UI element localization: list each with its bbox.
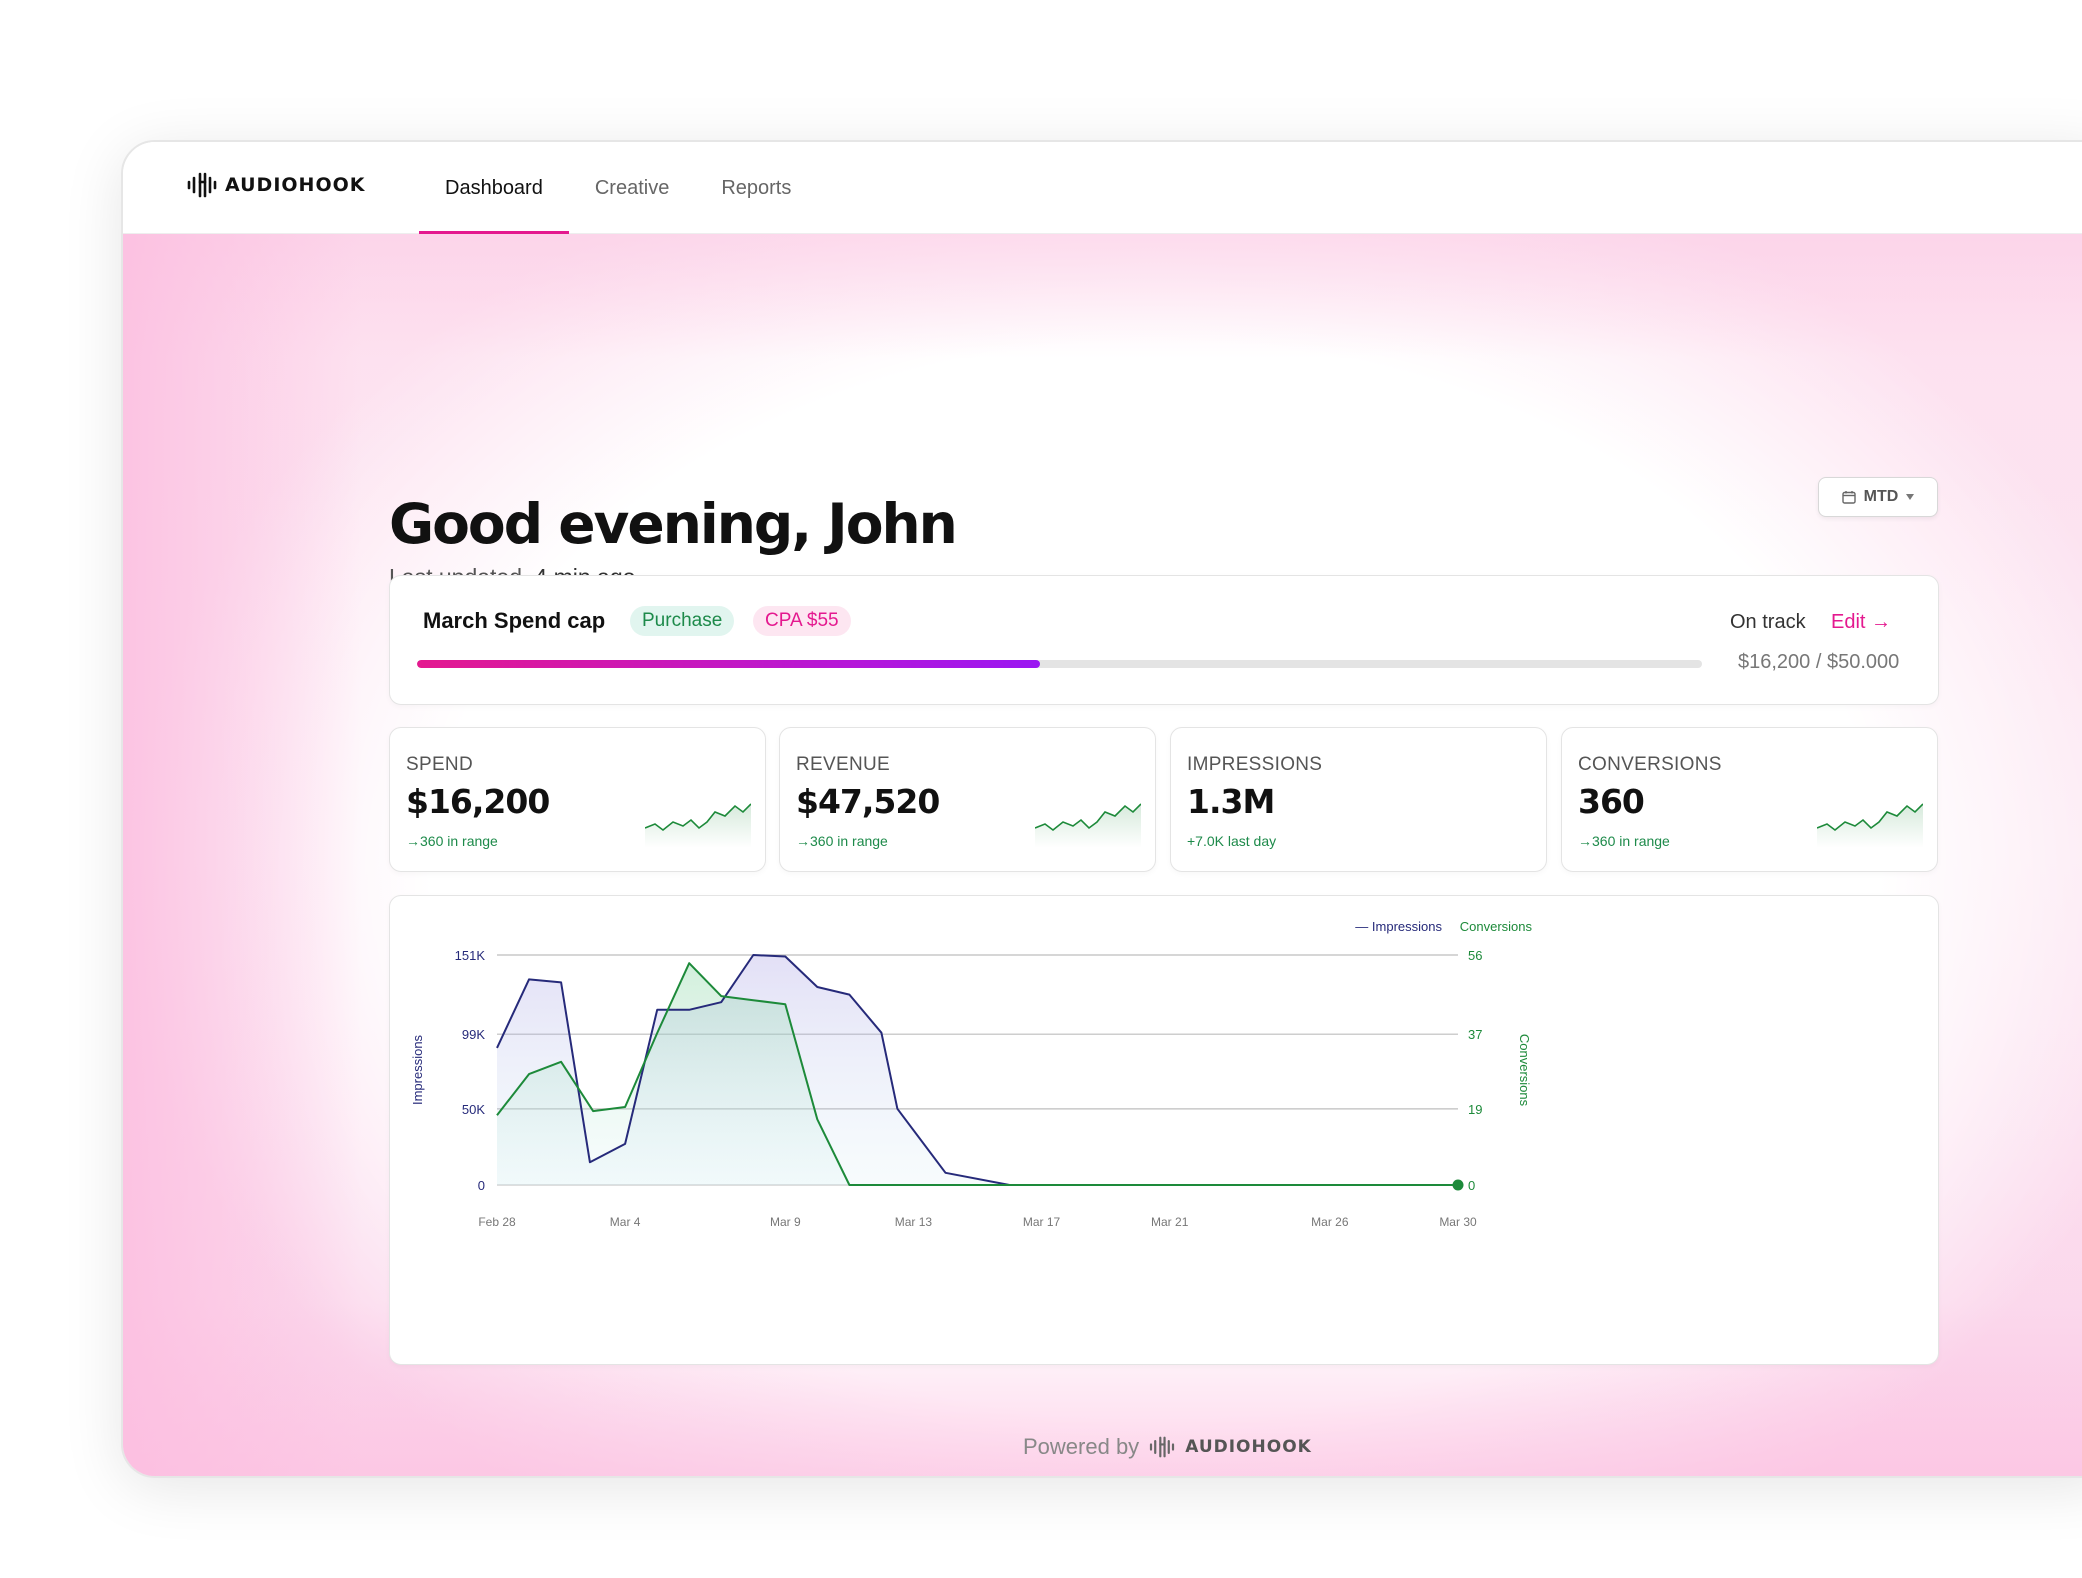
kpi-value: $16,200	[406, 782, 550, 821]
kpi-value: 360	[1578, 782, 1645, 821]
sparkline-area	[645, 804, 751, 848]
spend-cap-status: On track	[1730, 611, 1806, 633]
x-tick-label: Mar 26	[1311, 1215, 1349, 1229]
performance-chart-card: 151K 99K 50K 0 56 37 19 0 Feb 28 Mar 4 Mar 9 Mar 13…	[389, 895, 1939, 1365]
sparkline-line	[1817, 803, 1923, 832]
kpi-card-revenue: REVENUE $47,520 →360 in range	[779, 727, 1156, 872]
sparkline-area	[1035, 804, 1141, 848]
kpi-delta: →360 in range	[796, 833, 888, 849]
y-right-tick-label: 37	[1468, 1027, 1482, 1042]
spend-cap-title: March Spend cap	[423, 608, 606, 633]
kpi-card-impressions: IMPRESSIONS 1.3M +7.0K last day	[1170, 727, 1547, 872]
spend-cap-card: March Spend cap Purchase CPA $55 On trac…	[389, 575, 1939, 705]
y-right-tick-label: 0	[1468, 1178, 1475, 1193]
x-tick-label: Mar 30	[1439, 1215, 1477, 1229]
kpi-card-conversions: CONVERSIONS 360 →360 in range	[1561, 727, 1938, 872]
brand-logo[interactable]: AUDIOHOOK	[187, 172, 365, 198]
sparkline	[1817, 803, 1923, 848]
kpi-value: 1.3M	[1187, 782, 1275, 821]
kpi-delta: +7.0K last day	[1187, 833, 1277, 849]
x-tick-label: Mar 13	[895, 1215, 933, 1229]
edit-spend-cap-link[interactable]: Edit →	[1831, 611, 1892, 633]
brand-name: AUDIOHOOK	[225, 174, 366, 196]
y-left-tick-label: 151K	[455, 948, 486, 963]
sparkline-line	[645, 803, 751, 832]
tab-dashboard[interactable]: Dashboard	[419, 142, 569, 234]
conversions-line	[496, 962, 1458, 1186]
kpi-label: REVENUE	[796, 754, 890, 775]
x-tick-label: Mar 9	[770, 1215, 801, 1229]
waveform-icon	[187, 172, 217, 198]
conversions-area	[497, 963, 1458, 1185]
performance-chart: 151K 99K 50K 0 56 37 19 0 Feb 28 Mar 4 Mar 9 Mar 13…	[410, 919, 1533, 1229]
x-tick-label: Mar 21	[1151, 1215, 1189, 1229]
legend-impressions: — Impressions	[1355, 919, 1442, 934]
footer: Powered by AUDIOHOOK	[1023, 1434, 1312, 1460]
conversions-end-point	[1452, 1179, 1464, 1191]
sparkline-line	[1035, 803, 1141, 832]
date-range-label: MTD	[1863, 488, 1899, 505]
cpa-badge: CPA $55	[753, 606, 851, 636]
y-right-tick-label: 19	[1468, 1102, 1482, 1117]
app-window: AUDIOHOOK Dashboard Creative Reports Goo…	[121, 140, 2082, 1478]
waveform-icon	[1150, 1436, 1175, 1458]
x-tick-label: Mar 17	[1023, 1215, 1061, 1229]
y-left-tick-label: 0	[478, 1178, 485, 1193]
y-left-tick-label: 99K	[462, 1027, 485, 1042]
calendar-icon	[1841, 491, 1856, 504]
top-bar: AUDIOHOOK Dashboard Creative Reports	[123, 142, 2082, 234]
y-right-axis-label: Conversions	[1517, 1034, 1532, 1107]
sparkline	[645, 803, 751, 848]
sparkline	[1035, 803, 1141, 848]
kpi-delta: →360 in range	[1578, 833, 1670, 849]
y-right-tick-label: 56	[1468, 948, 1482, 963]
kpi-label: CONVERSIONS	[1578, 754, 1722, 775]
kpi-value: $47,520	[796, 782, 940, 821]
main-nav: Dashboard Creative Reports	[419, 142, 817, 234]
spend-cap-progress	[417, 660, 1702, 668]
y-left-axis-label: Impressions	[410, 1034, 425, 1105]
purchase-badge: Purchase	[630, 606, 735, 636]
spend-cap-progress-fill	[417, 660, 1041, 668]
kpi-card-spend: SPEND $16,200 →360 in range	[389, 727, 766, 872]
x-tick-label: Feb 28	[478, 1215, 516, 1229]
powered-by-label: Powered by	[1023, 1434, 1140, 1459]
sparkline-area	[1817, 804, 1923, 848]
kpi-label: SPEND	[406, 754, 473, 775]
chevron-down-icon	[1906, 494, 1915, 500]
dashboard-canvas: Good evening, John Last updated 4 min ag…	[123, 234, 2082, 1476]
y-left-tick-label: 50K	[462, 1102, 485, 1117]
spend-cap-amount: $16,200 / $50.000	[1738, 651, 1900, 673]
x-tick-label: Mar 4	[610, 1215, 641, 1229]
kpi-label: IMPRESSIONS	[1187, 754, 1323, 775]
date-range-dropdown[interactable]: MTD	[1818, 477, 1938, 517]
legend-conversions: Conversions	[1460, 919, 1533, 934]
kpi-delta: →360 in range	[406, 833, 498, 849]
page-title: Good evening, John	[389, 492, 958, 556]
footer-brand-name: AUDIOHOOK	[1185, 1437, 1312, 1457]
tab-reports[interactable]: Reports	[721, 176, 792, 199]
tab-creative[interactable]: Creative	[594, 176, 670, 199]
